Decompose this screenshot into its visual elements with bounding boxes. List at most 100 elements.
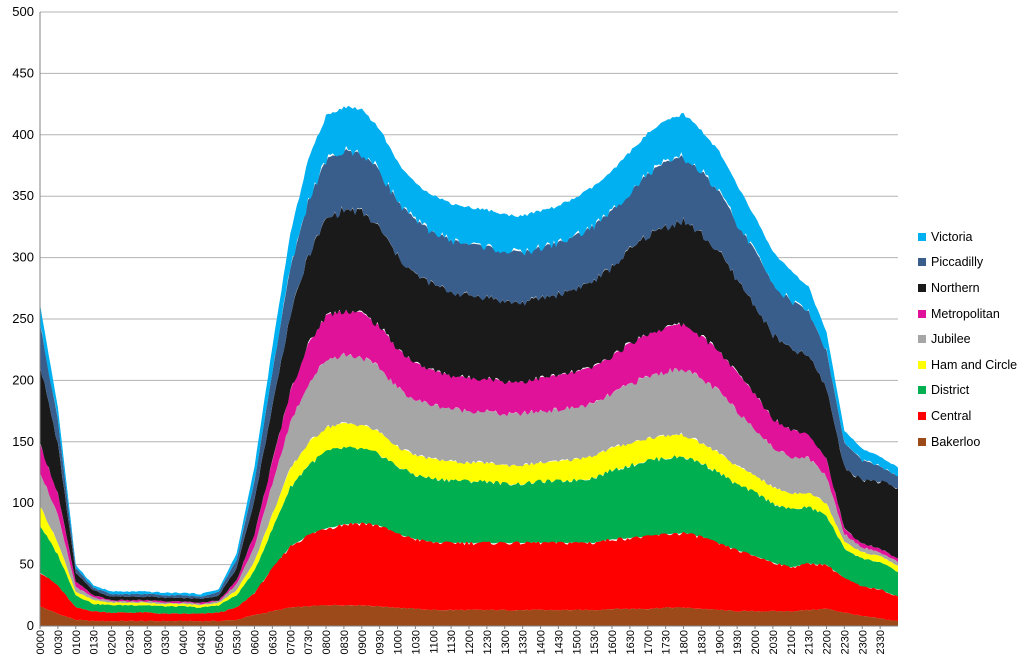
x-tick-label-0300: 0300 bbox=[142, 630, 154, 654]
area-bakerloo bbox=[40, 604, 898, 626]
y-tick-label-350: 350 bbox=[12, 188, 34, 203]
legend-label-northern: Northern bbox=[931, 280, 980, 295]
y-tick-label-0: 0 bbox=[27, 618, 34, 633]
x-tick-label-1130: 1130 bbox=[446, 630, 458, 654]
x-tick-label-1230: 1230 bbox=[482, 630, 494, 654]
x-tick-label-0330: 0330 bbox=[160, 630, 172, 654]
x-tick-label-1100: 1100 bbox=[428, 630, 440, 654]
x-tick-labels: 0000 0030 0100 0130 0200 0230 0300 0330 0400 0430… bbox=[35, 630, 887, 654]
legend-label-piccadilly: Piccadilly bbox=[931, 255, 984, 270]
area-victoria bbox=[40, 105, 898, 597]
x-tick-label-0800: 0800 bbox=[321, 630, 333, 654]
x-tick-label-0200: 0200 bbox=[107, 630, 119, 654]
x-tick-label-1930: 1930 bbox=[732, 630, 744, 654]
legend-item-ham-and-circle: Ham and Circle bbox=[918, 352, 1024, 378]
legend-item-northern: Northern bbox=[918, 275, 1024, 301]
y-tick-label-450: 450 bbox=[12, 65, 34, 80]
legend-item-piccadilly: Piccadilly bbox=[918, 250, 1024, 276]
x-tick-label-0700: 0700 bbox=[285, 630, 297, 654]
x-tick-label-1330: 1330 bbox=[518, 630, 530, 654]
x-tick-label-1830: 1830 bbox=[696, 630, 708, 654]
x-tick-label-0000: 0000 bbox=[35, 630, 47, 654]
area-piccadilly bbox=[40, 148, 898, 599]
legend-item-bakerloo: Bakerloo bbox=[918, 429, 1024, 455]
x-tick-label-1030: 1030 bbox=[410, 630, 422, 654]
x-tick-label-1600: 1600 bbox=[607, 630, 619, 654]
legend-swatch-northern bbox=[918, 283, 926, 292]
x-tick-label-0900: 0900 bbox=[357, 630, 369, 654]
x-tick-label-2100: 2100 bbox=[786, 630, 798, 654]
axes bbox=[39, 12, 898, 629]
x-tick-label-2000: 2000 bbox=[750, 630, 762, 654]
legend-label-metropolitan: Metropolitan bbox=[931, 306, 1000, 321]
legend-item-district: District bbox=[918, 378, 1024, 404]
y-tick-label-500: 500 bbox=[12, 4, 34, 19]
legend: Victoria Piccadilly Northern Metropolitan Ju… bbox=[918, 224, 1024, 454]
legend-swatch-district bbox=[918, 386, 926, 395]
legend-item-central: Central bbox=[918, 403, 1024, 429]
area-central bbox=[40, 521, 898, 622]
legend-swatch-piccadilly bbox=[918, 258, 926, 267]
legend-item-jubilee: Jubilee bbox=[918, 326, 1024, 352]
legend-item-metropolitan: Metropolitan bbox=[918, 301, 1024, 327]
x-tick-label-1500: 1500 bbox=[571, 630, 583, 654]
x-tick-label-0030: 0030 bbox=[53, 630, 65, 654]
x-tick-label-0830: 0830 bbox=[339, 630, 351, 654]
area-northern bbox=[40, 207, 898, 603]
x-tick-label-2300: 2300 bbox=[857, 630, 869, 654]
x-tick-label-0400: 0400 bbox=[178, 630, 190, 654]
x-tick-label-1730: 1730 bbox=[661, 630, 673, 654]
x-tick-label-0130: 0130 bbox=[89, 630, 101, 654]
y-tick-label-150: 150 bbox=[12, 434, 34, 449]
y-tick-label-200: 200 bbox=[12, 372, 34, 387]
x-tick-label-1000: 1000 bbox=[393, 630, 405, 654]
area-district bbox=[40, 445, 898, 615]
x-tick-label-2200: 2200 bbox=[822, 630, 834, 654]
legend-swatch-ham-and-circle bbox=[918, 360, 926, 369]
x-tick-label-0930: 0930 bbox=[375, 630, 387, 654]
x-tick-label-0600: 0600 bbox=[250, 630, 262, 654]
x-tick-label-0530: 0530 bbox=[232, 630, 244, 654]
y-tick-label-50: 50 bbox=[20, 557, 34, 572]
x-tick-label-1530: 1530 bbox=[589, 630, 601, 654]
x-tick-label-1630: 1630 bbox=[625, 630, 637, 654]
legend-item-victoria: Victoria bbox=[918, 224, 1024, 250]
legend-swatch-central bbox=[918, 411, 926, 420]
x-tick-label-1900: 1900 bbox=[714, 630, 726, 654]
x-tick-label-0430: 0430 bbox=[196, 630, 208, 654]
legend-label-district: District bbox=[931, 383, 970, 398]
x-tick-label-2330: 2330 bbox=[875, 630, 887, 654]
x-tick-label-1400: 1400 bbox=[536, 630, 548, 654]
x-tick-label-2230: 2230 bbox=[839, 630, 851, 654]
x-tick-label-0500: 0500 bbox=[214, 630, 226, 654]
x-tick-label-0230: 0230 bbox=[124, 630, 136, 654]
legend-swatch-victoria bbox=[918, 232, 926, 241]
stacked-areas bbox=[40, 105, 898, 626]
legend-label-central: Central bbox=[931, 408, 972, 423]
legend-label-bakerloo: Bakerloo bbox=[931, 434, 981, 449]
x-tick-label-0730: 0730 bbox=[303, 630, 315, 654]
area-ham-and-circle bbox=[40, 422, 898, 608]
x-tick-label-0100: 0100 bbox=[71, 630, 83, 654]
y-tick-label-400: 400 bbox=[12, 127, 34, 142]
x-tick-label-1700: 1700 bbox=[643, 630, 655, 654]
y-tick-labels: 0 50 100 150 200 250 300 350 400 450 500 bbox=[12, 4, 34, 633]
legend-swatch-jubilee bbox=[918, 335, 926, 344]
legend-label-ham-and-circle: Ham and Circle bbox=[931, 357, 1018, 372]
y-tick-label-300: 300 bbox=[12, 250, 34, 265]
area-jubilee bbox=[40, 353, 898, 606]
x-tick-label-2130: 2130 bbox=[804, 630, 816, 654]
x-tick-label-1200: 1200 bbox=[464, 630, 476, 654]
legend-label-jubilee: Jubilee bbox=[931, 332, 971, 347]
legend-swatch-bakerloo bbox=[918, 437, 926, 446]
legend-swatch-metropolitan bbox=[918, 309, 926, 318]
x-tick-label-1800: 1800 bbox=[679, 630, 691, 654]
x-tick-label-1430: 1430 bbox=[553, 630, 565, 654]
x-tick-label-1300: 1300 bbox=[500, 630, 512, 654]
y-tick-label-250: 250 bbox=[12, 311, 34, 326]
y-tick-label-100: 100 bbox=[12, 495, 34, 510]
x-tick-label-2030: 2030 bbox=[768, 630, 780, 654]
legend-label-victoria: Victoria bbox=[931, 229, 973, 244]
